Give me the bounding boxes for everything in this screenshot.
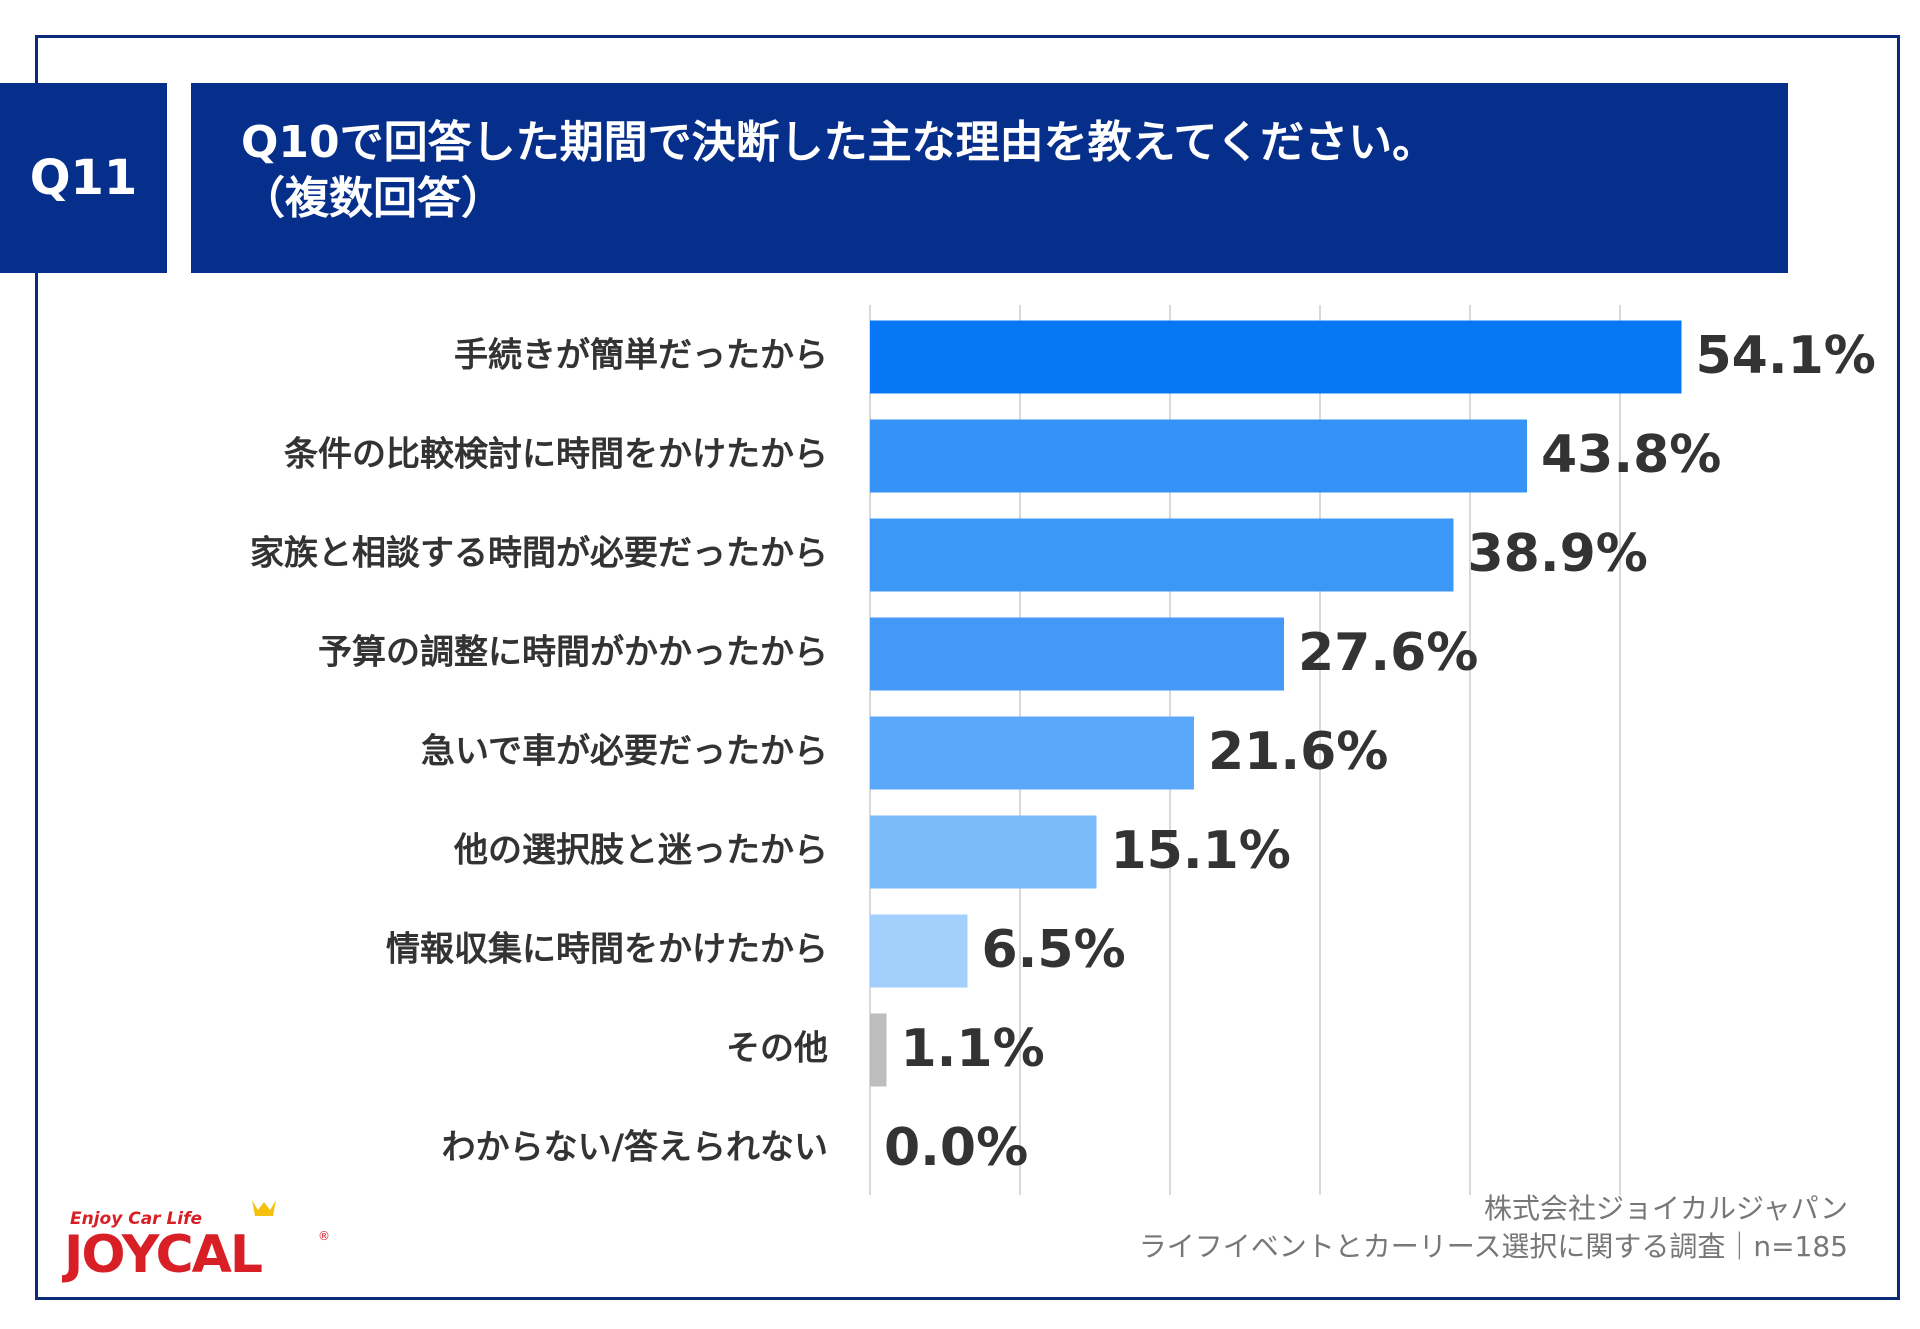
bar: [870, 815, 1097, 889]
value-label: 21.6%: [1208, 722, 1388, 782]
survey-source: ライフイベントとカーリース選択に関する調査｜n=185: [1138, 1230, 1848, 1263]
bar: [870, 1013, 887, 1087]
question-badge: Q11: [0, 83, 167, 273]
bar: [870, 518, 1454, 592]
category-label: 情報収集に時間をかけたから: [386, 930, 828, 970]
category-label: その他: [726, 1029, 828, 1069]
category-label: 他の選択肢と迷ったから: [453, 831, 828, 871]
logo-brand: JOYCAL: [62, 1225, 262, 1285]
value-label: 27.6%: [1298, 623, 1478, 683]
bar: [870, 419, 1527, 493]
value-label: 6.5%: [982, 920, 1126, 980]
question-title: Q10で回答した期間で決断した主な理由を教えてください。: [241, 117, 1437, 168]
bar: [870, 617, 1284, 691]
category-label: わからない/答えられない: [442, 1128, 828, 1168]
bar: [870, 716, 1194, 790]
category-label: 予算の調整に時間がかかったから: [318, 633, 828, 673]
crown-icon: [252, 1200, 276, 1216]
title-band: Q10で回答した期間で決断した主な理由を教えてください。 （複数回答）: [191, 83, 1788, 273]
question-subtitle: （複数回答）: [241, 173, 505, 224]
joycal-logo: Enjoy Car Life JOYCAL ®: [62, 1200, 330, 1285]
category-label: 条件の比較検討に時間をかけたから: [284, 435, 828, 475]
category-label: 急いで車が必要だったから: [421, 732, 828, 772]
value-label: 0.0%: [884, 1118, 1028, 1178]
category-label: 家族と相談する時間が必要だったから: [250, 534, 828, 574]
value-label: 1.1%: [901, 1019, 1045, 1079]
source-footer: 株式会社ジョイカルジャパン ライフイベントとカーリース選択に関する調査｜n=18…: [1139, 1190, 1848, 1266]
category-label: 手続きが簡単だったから: [454, 336, 828, 376]
value-label: 54.1%: [1696, 326, 1876, 386]
bar: [870, 320, 1682, 394]
registered-icon: ®: [318, 1229, 330, 1243]
company-name: 株式会社ジョイカルジャパン: [1483, 1192, 1848, 1225]
logo-tagline: Enjoy Car Life: [70, 1209, 202, 1229]
page-frame: [35, 35, 1900, 1300]
value-label: 43.8%: [1541, 425, 1721, 485]
value-label: 38.9%: [1468, 524, 1648, 584]
value-label: 15.1%: [1111, 821, 1291, 881]
bar: [870, 914, 968, 988]
